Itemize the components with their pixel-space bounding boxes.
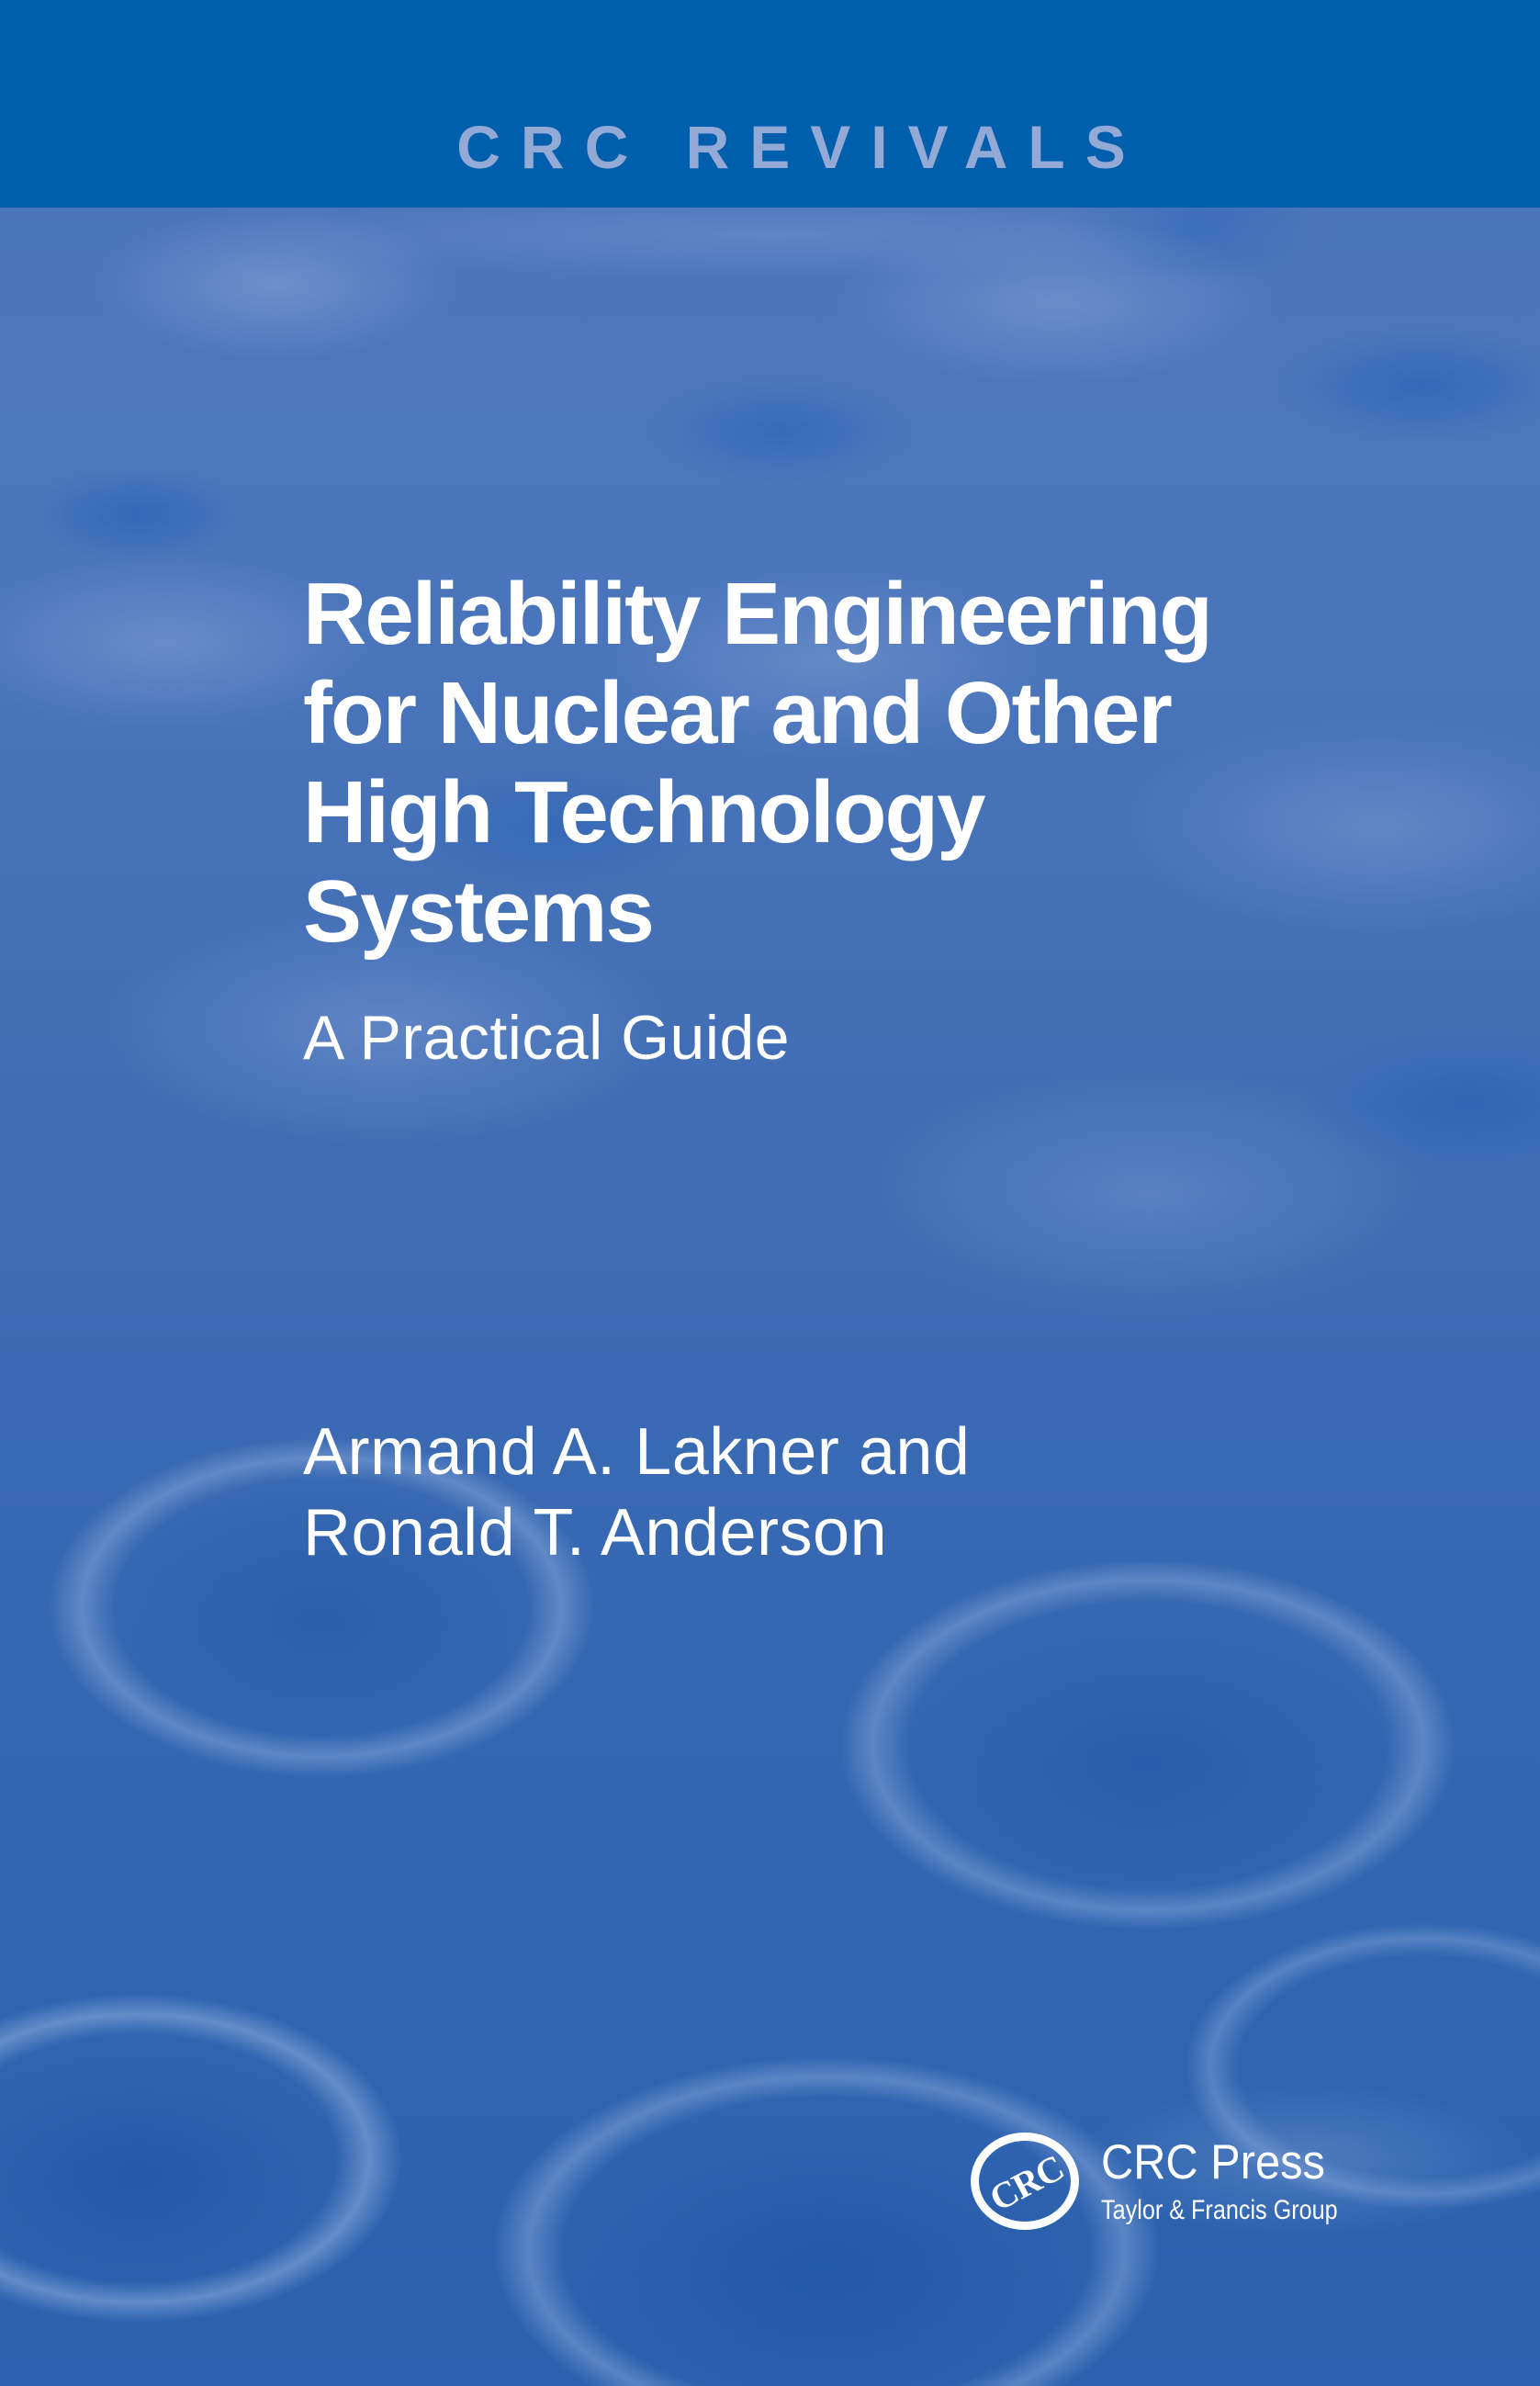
author-line-1: Armand A. Lakner and [303, 1415, 971, 1489]
series-banner: CRC REVIVALS [0, 0, 1540, 208]
book-title-line-3: High Technology [303, 763, 986, 861]
crc-monogram: CRC [983, 2145, 1071, 2219]
book-title-line-4: Systems [303, 862, 655, 961]
publisher-name: CRC Press [1101, 2134, 1325, 2189]
book-authors: Armand A. Lakner and Ronald T. Anderson [303, 1412, 970, 1573]
publisher-logo: CRC CRC Press Taylor & Francis Group [971, 2133, 1383, 2230]
book-title-line-1: Reliability Engineering [303, 565, 1213, 663]
author-line-2: Ronald T. Anderson [303, 1496, 888, 1570]
publisher-text: CRC Press Taylor & Francis Group [1101, 2134, 1383, 2226]
book-title: Reliability Engineering for Nuclear and … [303, 565, 1213, 962]
book-subtitle: A Practical Guide [303, 1003, 791, 1073]
publisher-group: Taylor & Francis Group [1101, 2194, 1338, 2225]
book-title-line-2: for Nuclear and Other [303, 664, 1173, 762]
crc-oval-icon: CRC [971, 2133, 1079, 2230]
series-title: CRC REVIVALS [456, 113, 1146, 181]
